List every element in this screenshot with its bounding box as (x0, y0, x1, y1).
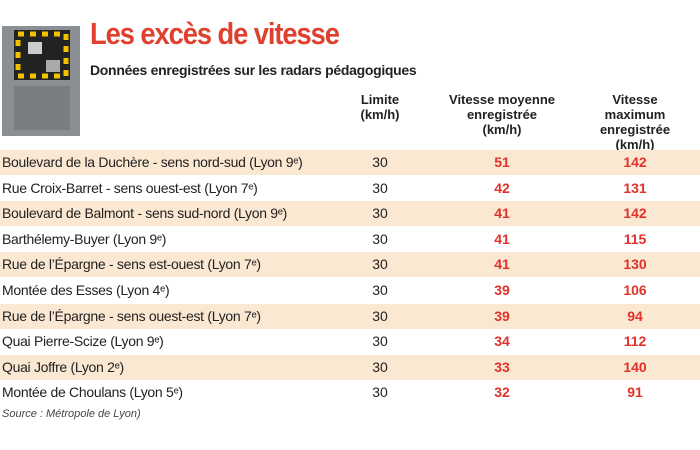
cell-value: 39 (494, 307, 510, 324)
table-row: Barthélemy-Buyer (Lyon 9ᵉ) 30 41 115 (0, 227, 700, 252)
cell-value: 30 (372, 358, 388, 375)
cell-value: 41 (494, 230, 510, 247)
location: Rue de l’Épargne - sens est-ouest (Lyon … (2, 256, 261, 273)
cell-value: 51 (494, 154, 510, 170)
table-row: Rue de l’Épargne - sens ouest-est (Lyon … (0, 303, 700, 329)
location: Quai Joffre (Lyon 2ᵉ) (2, 358, 124, 375)
location: Montée des Esses (Lyon 4ᵉ) (2, 282, 170, 298)
location: Boulevard de Balmont - sens sud-nord (Ly… (2, 205, 288, 222)
cell-value: 42 (494, 179, 510, 196)
location: Rue Croix-Barret - sens ouest-est (Lyon … (2, 179, 258, 196)
cell-value: 94 (627, 307, 643, 324)
cell-value: 30 (372, 307, 388, 324)
table-row: Quai Pierre-Scize (Lyon 9ᵉ) 30 34 112 (0, 329, 700, 354)
table-row: Rue Croix-Barret - sens ouest-est (Lyon … (0, 176, 700, 201)
radar-lens (46, 60, 60, 72)
cell-value: 41 (494, 256, 510, 273)
column-header: Vitesse moyenne enregistrée (km/h) (449, 92, 555, 137)
location: Quai Pierre-Scize (Lyon 9ᵉ) (2, 333, 164, 350)
location: Montée de Choulans (Lyon 5ᵉ) (2, 384, 183, 401)
location: Rue de l’Épargne - sens ouest-est (Lyon … (2, 307, 261, 324)
cell-value: 115 (623, 230, 647, 247)
radar-stripes (15, 31, 69, 79)
table-row: Quai Joffre (Lyon 2ᵉ) 30 33 140 (0, 354, 700, 380)
table-row: Boulevard de la Duchère - sens nord-sud … (0, 150, 700, 175)
title: Les excès de vitesse (90, 16, 340, 51)
subtitle: Données enregistrées sur les radars péda… (90, 62, 417, 78)
location: Barthélemy-Buyer (Lyon 9ᵉ) (2, 230, 167, 247)
cell-value: 131 (623, 179, 647, 196)
table-row: Montée des Esses (Lyon 4ᵉ) 30 39 106 (0, 278, 700, 303)
cell-value: 30 (372, 256, 388, 273)
radar-lens (28, 42, 42, 54)
cell-value: 30 (372, 179, 388, 196)
radar-head (14, 30, 70, 80)
cell-value: 130 (623, 256, 647, 273)
location: Boulevard de la Duchère - sens nord-sud … (2, 154, 303, 170)
cell-value: 91 (627, 384, 643, 401)
table-row: Rue de l’Épargne - sens est-ouest (Lyon … (0, 252, 700, 278)
cell-value: 30 (372, 384, 388, 401)
cell-value: 140 (623, 358, 647, 375)
column-header: Limite (km/h) (360, 92, 400, 122)
cell-value: 30 (372, 282, 388, 298)
cell-value: 30 (372, 154, 388, 170)
cell-value: 34 (494, 333, 510, 350)
source: Source : Métropole de Lyon) (2, 408, 141, 420)
radar-base (14, 86, 70, 130)
radar-icon (2, 26, 80, 136)
cell-value: 33 (494, 358, 510, 375)
cell-value: 142 (623, 205, 647, 222)
cell-value: 142 (623, 154, 647, 170)
cell-value: 30 (372, 205, 388, 222)
column-header: Vitesse maximum enregistrée (km/h) (599, 92, 671, 152)
cell-value: 32 (494, 384, 510, 401)
cell-value: 106 (623, 282, 647, 298)
cell-value: 41 (494, 205, 510, 222)
cell-value: 30 (372, 230, 388, 247)
cell-value: 112 (623, 333, 647, 350)
cell-value: 30 (372, 333, 388, 350)
cell-value: 39 (494, 282, 510, 298)
table-row: Montée de Choulans (Lyon 5ᵉ) 30 32 91 (0, 380, 700, 405)
table-row: Boulevard de Balmont - sens sud-nord (Ly… (0, 201, 700, 227)
